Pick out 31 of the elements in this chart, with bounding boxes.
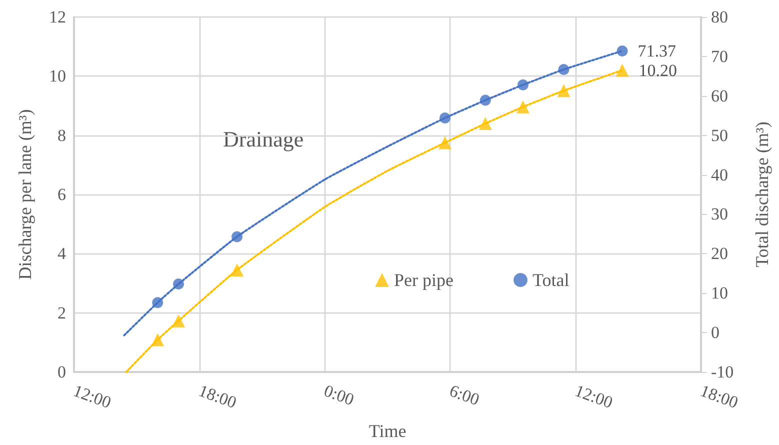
y-tick-label: 2 — [58, 303, 66, 322]
y-tick-label: 0 — [58, 362, 66, 382]
x-tick-label: 12:00 — [70, 381, 114, 412]
y2-tick-label: 20 — [711, 244, 728, 264]
y2-tick-label: -10 — [711, 362, 734, 382]
y2-tick-label: 60 — [711, 86, 728, 106]
y2-tick-label: 0 — [711, 323, 720, 342]
legend-label: Per pipe — [394, 270, 454, 290]
y-tick-label: 10 — [49, 66, 66, 86]
x-axis-title: Time — [368, 421, 406, 441]
x-tick-label: 6:00 — [446, 381, 482, 410]
data-label: 71.37 — [638, 42, 677, 61]
y-tick-label: 12 — [49, 8, 66, 26]
x-tick-label: 18:00 — [196, 381, 240, 412]
data-label: 10.20 — [638, 60, 678, 80]
y2-tick-label: 10 — [711, 284, 728, 303]
y-tick-label: 6 — [58, 185, 66, 204]
y2-tick-label: 40 — [711, 165, 728, 184]
y2-axis-title: Total discharge (m³) — [752, 122, 772, 268]
legend-label: Total — [532, 270, 570, 290]
y2-tick-label: 80 — [711, 8, 728, 26]
y2-tick-label: 70 — [711, 46, 728, 66]
y2-tick-label: 50 — [711, 126, 728, 145]
x-tick-label: 0:00 — [322, 381, 356, 410]
y-tick-label: 4 — [58, 244, 66, 264]
y-tick-label: 8 — [58, 126, 66, 145]
y2-tick-label: 30 — [711, 204, 728, 224]
x-tick-label: 12:00 — [572, 381, 616, 412]
x-tick-label: 18:00 — [698, 381, 741, 412]
annotation: Drainage — [223, 126, 304, 152]
y-axis-title: Discharge per lane (m³) — [15, 109, 35, 280]
